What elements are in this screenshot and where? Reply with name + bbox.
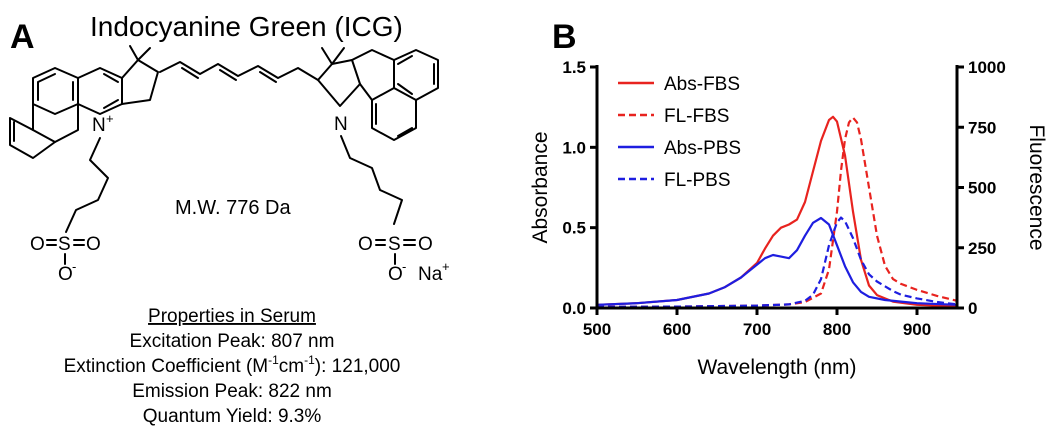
left-pyrrole-ring xyxy=(121,59,159,105)
right-oxygen-3: O xyxy=(388,264,403,285)
x-tick-label: 500 xyxy=(583,320,611,339)
panel-a-letter: A xyxy=(10,18,35,56)
property-excitation: Excitation Peak: 807 nm xyxy=(130,331,335,352)
molecular-weight: M.W. 776 Da xyxy=(175,197,291,219)
left-nitrogen-charge: + xyxy=(106,111,114,126)
y-tick-label: 1.0 xyxy=(562,138,586,157)
property-extinction: Extinction Coefficient (M-1cm-1): 121,00… xyxy=(64,353,401,377)
panel-b: B 500 600 700 800 900 0.0 0.5 1.0 1.5 0 250 500 750 1… xyxy=(529,18,1048,379)
y2-axis-label: Fluorescence xyxy=(1025,124,1048,250)
polymethine-chain xyxy=(159,61,319,81)
x-tick-label: 800 xyxy=(823,320,851,339)
extinction-mid: cm xyxy=(279,356,304,377)
series-line-abs-fbs xyxy=(596,115,958,308)
properties-heading: Properties in Serum xyxy=(148,306,316,327)
properties-block: Properties in Serum Excitation Peak: 807… xyxy=(64,306,401,427)
y2-tick-label: 500 xyxy=(968,179,996,198)
right-butyl-chain xyxy=(340,135,403,225)
y2-tick-label: 1000 xyxy=(968,58,1006,77)
extinction-suffix: ): 121,000 xyxy=(315,356,401,377)
extinction-exp2: -1 xyxy=(304,353,315,367)
right-naphthalene xyxy=(351,49,439,141)
y2-tick-label: 250 xyxy=(968,239,996,258)
left-sulfonate-bonds xyxy=(46,239,85,265)
legend-label-abs-pbs: Abs-PBS xyxy=(664,138,741,159)
extinction-prefix: Extinction Coefficient (M xyxy=(64,356,269,377)
right-nitrogen-label: N xyxy=(334,114,348,135)
polymethine-double-bonds xyxy=(181,67,277,83)
series-line-fl-pbs xyxy=(596,216,958,308)
legend-label-fl-fbs: FL-FBS xyxy=(664,106,729,127)
property-emission: Emission Peak: 822 nm xyxy=(132,381,332,402)
left-butyl-chain xyxy=(65,137,109,233)
sodium-charge: + xyxy=(442,259,450,274)
y-axis-label: Absorbance xyxy=(529,131,552,243)
left-oxygen-charge: - xyxy=(72,259,76,274)
left-oxygen-2: O xyxy=(86,234,101,255)
panel-b-letter: B xyxy=(552,18,577,56)
left-oxygen-3: O xyxy=(58,264,73,285)
y-tick-label: 0.0 xyxy=(562,299,586,318)
left-sulfur-label: S xyxy=(58,234,71,255)
right-oxygen-2: O xyxy=(418,234,433,255)
y2-tick-label: 0 xyxy=(968,299,977,318)
y-tick-label: 1.5 xyxy=(562,58,586,77)
left-nitrogen-label: N xyxy=(92,115,106,136)
right-gem-dimethyl xyxy=(321,47,345,65)
panel-a: A Indocyanine Green (ICG) xyxy=(9,11,450,427)
x-axis-label: Wavelength (nm) xyxy=(697,356,856,379)
property-quantum-yield: Quantum Yield: 9.3% xyxy=(143,406,322,427)
extinction-exp1: -1 xyxy=(268,353,279,367)
right-sulfonate-bonds xyxy=(375,239,416,265)
left-gem-dimethyl xyxy=(129,45,151,61)
x-tick-label: 900 xyxy=(903,320,931,339)
x-tick-label: 700 xyxy=(743,320,771,339)
y2-tick-label: 750 xyxy=(968,118,996,137)
right-pyrrole-ring xyxy=(317,59,361,107)
right-sulfur-label: S xyxy=(388,234,401,255)
right-oxygen-1: O xyxy=(358,234,373,255)
icg-structure: N + S O O O - N S O O O - Na + xyxy=(9,45,450,285)
compound-title: Indocyanine Green (ICG) xyxy=(90,11,403,42)
legend-label-abs-fbs: Abs-FBS xyxy=(664,74,740,95)
legend-label-fl-pbs: FL-PBS xyxy=(664,170,731,191)
spectra-chart: 500 600 700 800 900 0.0 0.5 1.0 1.5 0 250 500 750 100… xyxy=(529,58,1048,379)
left-oxygen-1: O xyxy=(30,234,45,255)
x-tick-label: 600 xyxy=(663,320,691,339)
sodium-label: Na xyxy=(418,264,443,285)
series-line-abs-pbs xyxy=(596,216,958,306)
right-oxygen-charge: - xyxy=(402,259,406,274)
y-tick-label: 0.5 xyxy=(562,219,586,238)
left-naphthalene xyxy=(9,67,123,159)
